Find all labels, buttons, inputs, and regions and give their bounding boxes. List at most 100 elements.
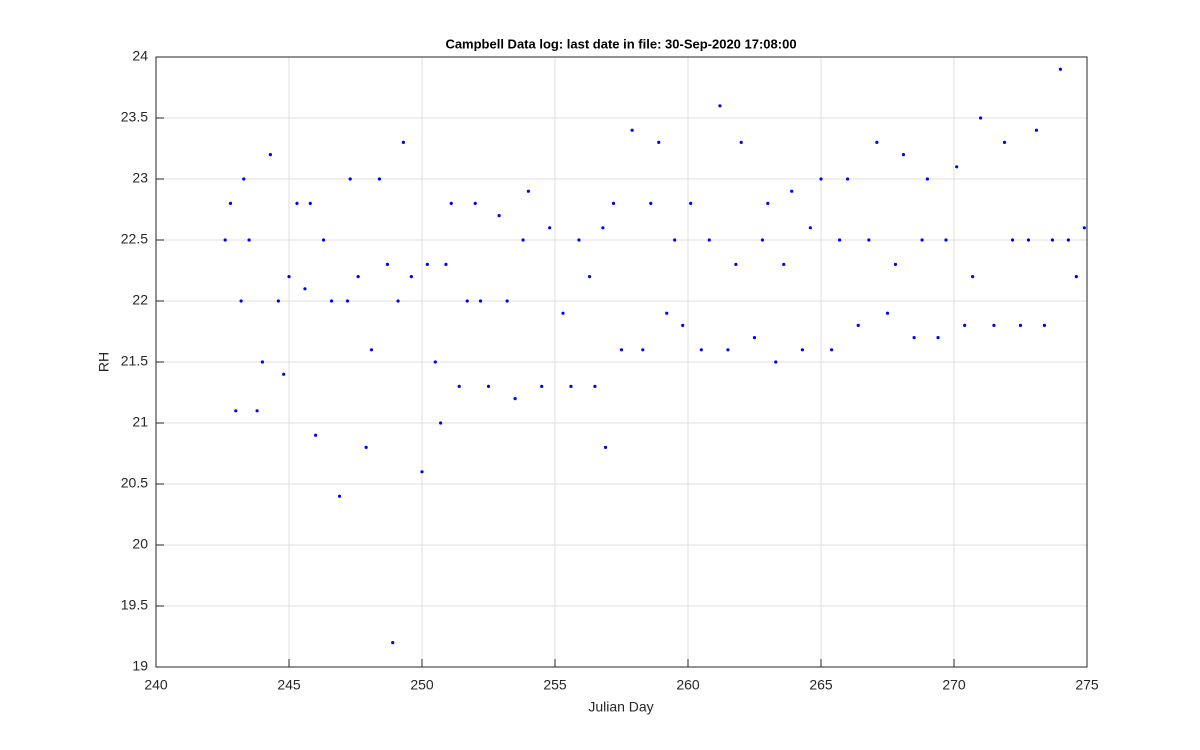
point (329, 299, 334, 303)
point (505, 299, 509, 303)
point (830, 348, 834, 352)
point (1018, 323, 1023, 327)
points (223, 67, 1086, 645)
point (439, 421, 443, 425)
y-tick-label: 19 (132, 658, 148, 674)
point (944, 238, 948, 242)
point (739, 140, 743, 144)
x-tick-label: 275 (1075, 677, 1099, 693)
point (641, 348, 645, 352)
point (1026, 238, 1031, 242)
point (601, 226, 605, 230)
x-axis-label: Julian Day (588, 699, 653, 715)
ticks: 240 245 250 255 260 265 270 275 19 19.5 20 20.5 21 21… (121, 48, 1099, 693)
point (867, 238, 871, 242)
point (936, 336, 940, 340)
point (920, 238, 924, 242)
y-tick-label: 20.5 (121, 475, 148, 491)
y-tick-label: 21 (132, 414, 148, 430)
point (478, 299, 483, 303)
point (308, 201, 312, 205)
point (734, 262, 738, 266)
point (856, 323, 860, 327)
point (548, 226, 552, 230)
point (925, 177, 930, 181)
point (1010, 238, 1015, 242)
point (689, 201, 693, 205)
point (619, 348, 624, 352)
point (234, 409, 238, 413)
point (963, 323, 967, 327)
point (486, 384, 491, 388)
point (1082, 226, 1086, 230)
point (1066, 238, 1070, 242)
point (649, 201, 653, 205)
point (593, 384, 597, 388)
point (239, 299, 243, 303)
point (665, 311, 669, 315)
point (971, 275, 975, 279)
point (885, 311, 890, 315)
point (718, 104, 722, 108)
point (282, 372, 286, 376)
point (752, 336, 757, 340)
y-tick-label: 19.5 (121, 597, 148, 613)
point (673, 238, 677, 242)
point (377, 177, 382, 181)
point (808, 226, 812, 230)
y-tick-label: 21.5 (121, 353, 148, 369)
x-tick-label: 260 (676, 677, 700, 693)
point (260, 360, 264, 364)
x-tick-label: 245 (277, 677, 301, 693)
point (276, 299, 280, 303)
point (401, 140, 405, 144)
point (912, 336, 916, 340)
point (893, 262, 898, 266)
point (369, 348, 374, 352)
point (255, 409, 259, 413)
point (348, 177, 352, 181)
point (540, 384, 544, 388)
point (992, 323, 996, 327)
point (425, 262, 429, 266)
point (513, 397, 517, 401)
point (1034, 128, 1039, 132)
point (457, 384, 461, 388)
y-tick-label: 22.5 (121, 231, 148, 247)
point (699, 348, 703, 352)
point (1050, 238, 1055, 242)
point (223, 238, 227, 242)
chart-title: Campbell Data log: last date in file: 30… (445, 36, 796, 51)
point (391, 641, 395, 645)
point (760, 238, 765, 242)
point (242, 177, 246, 181)
point (603, 445, 608, 449)
point (630, 128, 634, 132)
y-axis-label: RH (96, 352, 112, 372)
point (577, 238, 581, 242)
point (681, 323, 685, 327)
point (521, 238, 525, 242)
point (420, 470, 424, 474)
point (766, 201, 770, 205)
point (497, 214, 501, 218)
point (790, 189, 794, 193)
point (901, 153, 906, 157)
point (955, 165, 959, 169)
point (268, 153, 272, 157)
point (611, 201, 616, 205)
point (303, 287, 307, 291)
point (345, 299, 350, 303)
x-tick-label: 270 (942, 677, 966, 693)
point (1058, 67, 1062, 71)
point (247, 238, 251, 242)
x-tick-label: 255 (543, 677, 567, 693)
point (465, 299, 469, 303)
point (1002, 140, 1007, 144)
point (337, 494, 342, 498)
point (587, 275, 592, 279)
point (782, 262, 786, 266)
point (569, 384, 573, 388)
point (473, 201, 477, 205)
